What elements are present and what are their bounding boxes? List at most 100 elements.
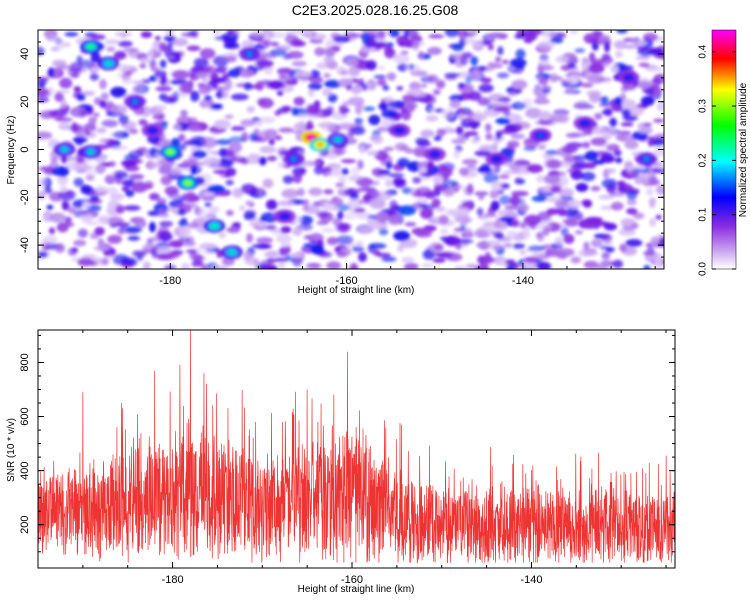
- heatmap-cell: [250, 32, 264, 38]
- heatmap-cell: [253, 128, 260, 134]
- heatmap-cell: [70, 72, 80, 79]
- heatmap-cell: [199, 99, 210, 109]
- heatmap-cell: [528, 245, 546, 251]
- heatmap-cell: [177, 208, 186, 216]
- heatmap-cell: [383, 146, 394, 152]
- heatmap-cell: [457, 113, 464, 120]
- heatmap-cell: [208, 163, 226, 169]
- heatmap-cell: [455, 126, 464, 135]
- heatmap-cell: [262, 30, 275, 40]
- heatmap-cell: [549, 37, 564, 44]
- heatmap-cell: [55, 39, 66, 50]
- heatmap-cell: [358, 145, 366, 154]
- heatmap-cell: [601, 110, 613, 115]
- heatmap-cell: [510, 133, 525, 140]
- heatmap-cell: [201, 77, 209, 83]
- heatmap-cell: [603, 222, 618, 231]
- heatmap-cell: [476, 207, 484, 217]
- heatmap-cell: [244, 200, 255, 206]
- heatmap-cell: [383, 45, 394, 54]
- heatmap-cell: [88, 116, 97, 125]
- heatmap-cell: [70, 122, 79, 133]
- heatmap-cell: [494, 163, 501, 174]
- heatmap-hotspot-core: [149, 128, 156, 133]
- heatmap-cell: [588, 62, 605, 74]
- heatmap-cell: [507, 91, 518, 97]
- heatmap-cell: [269, 48, 288, 57]
- heatmap-cell: [505, 259, 516, 265]
- heatmap-cell: [367, 217, 375, 228]
- heatmap-cell: [613, 149, 622, 157]
- heatmap-cell: [643, 32, 658, 42]
- heatmap-cell: [444, 30, 460, 38]
- heatmap-cell: [170, 79, 188, 85]
- heatmap-cell: [490, 200, 500, 212]
- heatmap-cell: [369, 198, 386, 210]
- heatmap-cell: [519, 221, 528, 229]
- heatmap-cell: [139, 62, 147, 69]
- heatmap-cell: [534, 120, 552, 125]
- colorbar-tick-label: 0.2: [698, 153, 709, 167]
- heatmap-hotspot-core: [105, 61, 112, 66]
- heatmap-cell: [45, 36, 61, 42]
- heatmap-cell: [337, 222, 350, 233]
- heatmap-cell: [392, 53, 410, 64]
- heatmap-cell: [584, 150, 599, 162]
- heatmap-cell: [464, 36, 475, 44]
- heatmap-cell: [495, 56, 502, 63]
- heatmap-cell: [656, 101, 664, 112]
- heatmap-cell: [458, 83, 474, 93]
- heatmap-cell: [336, 250, 348, 258]
- heatmap-cell: [355, 240, 364, 246]
- heatmap-cell: [645, 87, 655, 96]
- heatmap-cell: [554, 199, 573, 209]
- heatmap-cell: [435, 79, 446, 89]
- heatmap-cell: [180, 262, 191, 269]
- heatmap-cell: [266, 155, 278, 162]
- heatmap-cell: [436, 163, 446, 172]
- heatmap-cell: [106, 254, 116, 259]
- heatmap-cell: [638, 123, 646, 134]
- colorbar-label: Normalized spectral amplitude: [738, 82, 749, 217]
- heatmap-cell: [132, 85, 145, 94]
- heatmap-cell: [351, 188, 367, 193]
- heatmap-cell: [514, 160, 531, 166]
- heatmap-cell: [332, 196, 339, 202]
- heatmap-cell: [187, 124, 202, 132]
- y-tick-label: 400: [19, 461, 31, 479]
- heatmap-cell: [286, 50, 304, 59]
- heatmap-cell: [260, 264, 278, 269]
- heatmap-cell: [160, 175, 172, 186]
- heatmap-cell: [426, 161, 435, 172]
- heatmap-cell: [537, 211, 552, 221]
- heatmap-cell: [615, 157, 623, 164]
- heatmap-cell: [255, 80, 265, 91]
- heatmap-cell: [433, 244, 443, 250]
- heatmap-hotspot-core: [246, 51, 253, 57]
- heatmap-hotspot-core: [581, 121, 588, 126]
- heatmap-cell: [588, 52, 596, 62]
- heatmap-cell: [164, 30, 175, 38]
- heatmap-cell: [57, 175, 69, 186]
- heatmap-cell: [523, 256, 541, 264]
- heatmap-cell: [444, 73, 461, 77]
- heatmap-cell: [149, 221, 156, 233]
- heatmap-cell: [310, 244, 325, 255]
- heatmap-cell: [533, 98, 551, 105]
- heatmap-cell: [131, 181, 148, 193]
- snr-ticks: -180 -160 -140 200 400 600 800: [19, 330, 675, 586]
- heatmap-cell: [321, 227, 335, 233]
- heatmap-cell: [640, 96, 655, 106]
- heatmap-cell: [73, 86, 81, 92]
- heatmap-cell: [232, 187, 244, 198]
- heatmap-cell: [226, 55, 237, 63]
- heatmap-cell: [323, 202, 331, 212]
- heatmap-cell: [582, 141, 591, 149]
- heatmap-cell: [329, 205, 339, 211]
- heatmap-cell: [121, 160, 138, 167]
- heatmap-cell: [72, 136, 88, 143]
- heatmap-cell: [465, 75, 473, 85]
- heatmap-cell: [453, 184, 465, 190]
- heatmap-cell: [402, 187, 412, 195]
- heatmap-cell: [199, 242, 217, 250]
